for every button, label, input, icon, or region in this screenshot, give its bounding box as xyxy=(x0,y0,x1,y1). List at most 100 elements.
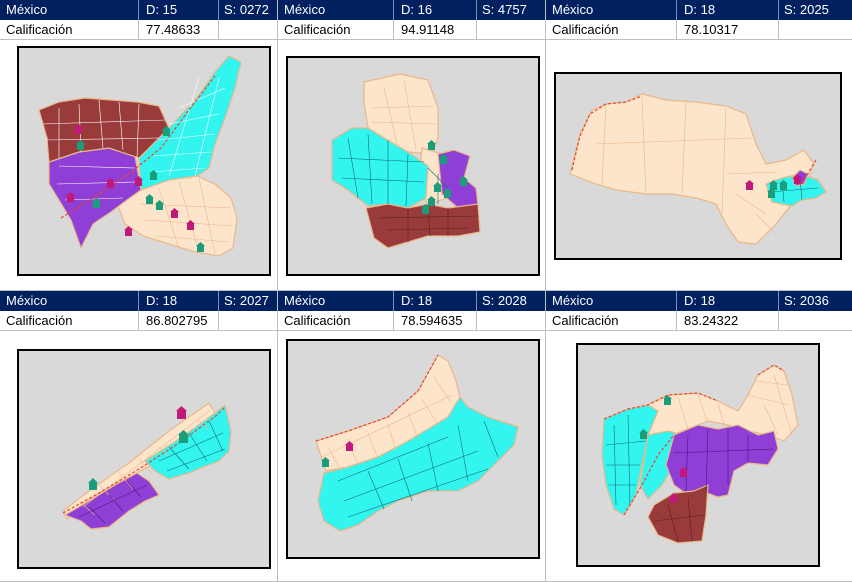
school-marker-icon xyxy=(439,154,448,164)
panel-header: México D: 18 S: 2036 xyxy=(546,291,852,311)
score-value: 77.48633 xyxy=(146,22,201,37)
school-marker-icon xyxy=(663,395,672,405)
zone-blocks-cyan xyxy=(337,420,499,518)
score-label: Calificación xyxy=(284,22,351,37)
school-marker-icon xyxy=(162,126,171,136)
clinic-marker-icon xyxy=(134,176,143,186)
country-label: México xyxy=(552,2,594,17)
panel-header: México D: 18 S: 2025 xyxy=(546,0,852,20)
score-row: Calificación 83.24322 xyxy=(546,311,852,331)
clinic-marker-icon xyxy=(74,124,83,134)
school-marker-icon xyxy=(76,140,85,150)
zone-purple xyxy=(665,424,779,498)
score-value: 83.24322 xyxy=(684,313,739,328)
panel-header: México D: 16 S: 4757 xyxy=(278,0,545,20)
school-marker-icon xyxy=(145,194,154,204)
clinic-marker-icon xyxy=(66,192,75,202)
school-marker-icon xyxy=(769,180,778,190)
section-label: S: 2028 xyxy=(482,293,527,308)
district-label: D: 15 xyxy=(146,2,178,17)
panel-header: México D: 18 S: 2028 xyxy=(278,291,545,311)
clinic-marker-icon xyxy=(793,174,802,184)
road-red xyxy=(571,95,643,171)
country-label: México xyxy=(6,293,48,308)
map-markers xyxy=(421,140,468,214)
score-label: Calificación xyxy=(552,22,619,37)
clinic-marker-icon xyxy=(669,493,678,503)
clinic-marker-icon xyxy=(124,226,133,236)
road-red xyxy=(603,392,719,420)
panel-header: México D: 18 S: 2027 xyxy=(0,291,277,311)
score-row: Calificación 86.802795 xyxy=(0,311,277,331)
zone-brown xyxy=(647,484,709,544)
zone-tan xyxy=(569,93,815,245)
score-label: Calificación xyxy=(552,313,619,328)
map-markers xyxy=(745,174,802,198)
score-value: 78.594635 xyxy=(401,313,463,328)
map-panel: México D: 18 S: 2028 Calificación 78.594… xyxy=(278,291,546,582)
zone-cyan xyxy=(331,127,429,209)
school-marker-icon xyxy=(321,457,330,467)
zone-blocks xyxy=(337,133,449,207)
school-marker-icon xyxy=(88,478,98,490)
score-label: Calificación xyxy=(6,22,73,37)
map-frame xyxy=(576,343,820,567)
map-frame xyxy=(17,46,271,276)
map-panel: México D: 18 S: 2025 Calificación 78.103… xyxy=(546,0,852,291)
school-marker-icon xyxy=(767,188,776,198)
school-marker-icon xyxy=(459,176,468,186)
score-row: Calificación 77.48633 xyxy=(0,20,277,40)
section-label: S: 2025 xyxy=(784,2,829,17)
zone-cyan xyxy=(138,55,242,191)
map-frame xyxy=(17,349,271,569)
score-value: 94.91148 xyxy=(401,22,455,37)
country-label: México xyxy=(552,293,594,308)
school-marker-icon xyxy=(427,140,436,150)
zone-blocks-brown xyxy=(377,205,479,242)
clinic-marker-icon xyxy=(186,220,195,230)
section-map xyxy=(331,73,481,249)
road-red xyxy=(60,75,216,219)
clinic-marker-icon xyxy=(345,441,354,451)
school-marker-icon xyxy=(639,429,648,439)
clinic-marker-icon xyxy=(679,467,688,477)
district-label: D: 18 xyxy=(401,293,433,308)
score-row: Calificación 78.594635 xyxy=(278,311,545,331)
map-frame xyxy=(286,339,540,559)
district-label: D: 18 xyxy=(684,293,716,308)
road-red xyxy=(801,159,817,185)
score-label: Calificación xyxy=(284,313,351,328)
school-marker-icon xyxy=(443,188,452,198)
zone-blocks-tan xyxy=(595,97,777,235)
zone-brown xyxy=(38,97,170,163)
map-markers xyxy=(321,441,354,467)
score-row: Calificación 94.91148 xyxy=(278,20,545,40)
zone-blocks-purple xyxy=(673,428,775,492)
zone-blocks-purple xyxy=(78,480,148,524)
clinic-marker-icon xyxy=(176,406,187,419)
zone-cyan xyxy=(317,396,519,532)
map-markers xyxy=(66,124,205,252)
section-map xyxy=(601,364,799,544)
section-map xyxy=(38,55,242,257)
country-label: México xyxy=(284,2,326,17)
district-label: D: 18 xyxy=(146,293,178,308)
section-map xyxy=(569,93,827,245)
zone-blocks-tan xyxy=(677,374,793,436)
school-marker-icon xyxy=(149,170,158,180)
zone-purple xyxy=(64,472,160,530)
score-row: Calificación 78.10317 xyxy=(546,20,852,40)
zone-blocks-cyan xyxy=(605,414,647,506)
map-markers xyxy=(639,395,688,503)
school-marker-icon xyxy=(433,182,442,192)
zone-blocks-tan xyxy=(369,79,437,151)
country-label: México xyxy=(6,2,48,17)
map-panel: México D: 18 S: 2027 Calificación 86.802… xyxy=(0,291,278,582)
zone-blocks-cyan xyxy=(158,420,226,472)
school-marker-icon xyxy=(92,198,101,208)
clinic-marker-icon xyxy=(745,180,754,190)
road-red xyxy=(757,364,785,376)
school-marker-icon xyxy=(155,200,164,210)
section-map xyxy=(315,354,519,532)
